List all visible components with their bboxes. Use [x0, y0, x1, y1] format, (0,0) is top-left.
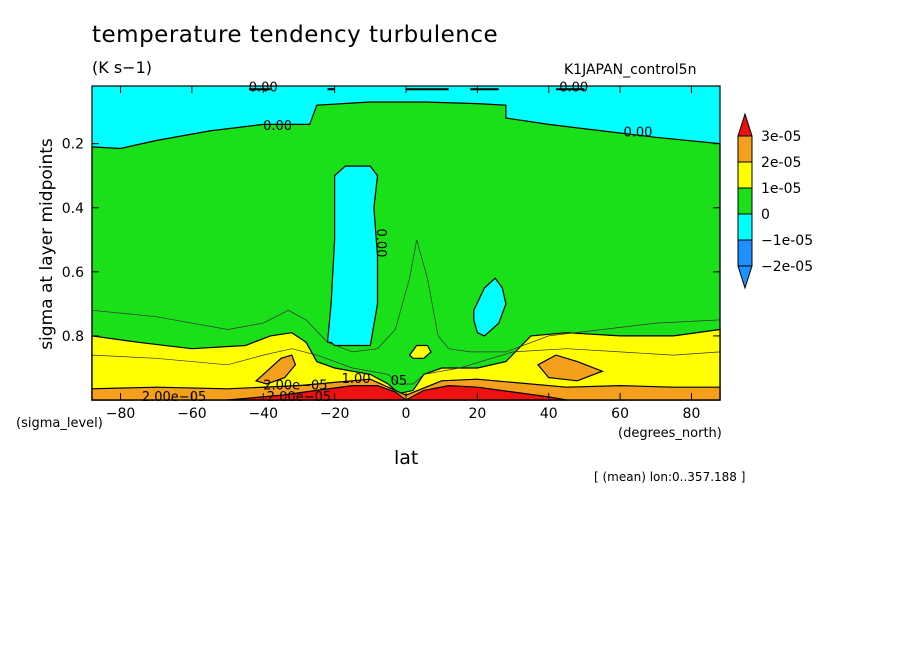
run-label: K1JAPAN_control5n [564, 62, 697, 78]
contour-label: 05 [391, 374, 408, 389]
colorbar-label: 1e-05 [761, 181, 801, 197]
contour-region-6 [537, 354, 604, 382]
colorbar-label: −2e-05 [761, 259, 813, 275]
x-tick-label: 0 [402, 406, 411, 422]
colorbar-swatch [737, 187, 753, 215]
contour-label: 0.00 [263, 119, 292, 134]
x-tick-label: 60 [611, 406, 629, 422]
colorbar-swatch [737, 213, 753, 241]
contour-label: 2.00e−05 [142, 390, 206, 405]
units-label: (K s−1) [92, 58, 152, 77]
y-tick-label: 0.4 [62, 201, 84, 217]
contour-region-4 [408, 344, 432, 359]
colorbar-label: 2e-05 [761, 155, 801, 171]
contour-label: 2.00e−05 [267, 390, 331, 405]
colorbar-label: −1e-05 [761, 233, 813, 249]
x-unit-label: (degrees_north) [618, 426, 722, 441]
y-tick-label: 0.8 [62, 329, 84, 345]
contour-label: 1.00 [342, 372, 371, 387]
x-axis-label: lat [394, 447, 419, 469]
x-tick-label: 20 [468, 406, 486, 422]
y-tick-label: 0.6 [62, 265, 84, 281]
contour-line-1 [91, 239, 721, 353]
x-tick-label: −60 [177, 406, 207, 422]
chart-title: temperature tendency turbulence [92, 22, 499, 48]
contour-region-2 [473, 277, 507, 337]
x-tick-label: 80 [683, 406, 701, 422]
colorbar-bottom-arrow [737, 265, 753, 290]
footer-note: [ (mean) lon:0..357.188 ] [594, 470, 746, 484]
y-tick-label: 0.2 [62, 137, 84, 153]
y-unit-label: (sigma_level) [16, 416, 103, 431]
colorbar-label: 0 [761, 207, 770, 223]
contour-label: 0.00 [249, 81, 278, 96]
contour-label: 0.00 [623, 125, 652, 140]
colorbar-swatch [737, 239, 753, 267]
contour-label: 0.00 [559, 81, 588, 96]
colorbar-top-arrow [737, 112, 753, 137]
contour-region-8 [227, 384, 567, 401]
x-tick-label: −40 [248, 406, 278, 422]
contour-line-0 [91, 348, 721, 385]
x-tick-label: −80 [106, 406, 136, 422]
colorbar-swatch [737, 135, 753, 163]
contour-label: 0.00 [373, 229, 388, 258]
contour-label: 2.00e−05 [263, 379, 327, 394]
contour-region-7 [91, 378, 721, 401]
colorbar-label: 3e-05 [761, 129, 801, 145]
x-tick-label: −20 [320, 406, 350, 422]
contour-region-1 [326, 165, 379, 347]
contour-region-5 [254, 354, 297, 385]
x-tick-label: 40 [540, 406, 558, 422]
colorbar-swatch [737, 161, 753, 189]
